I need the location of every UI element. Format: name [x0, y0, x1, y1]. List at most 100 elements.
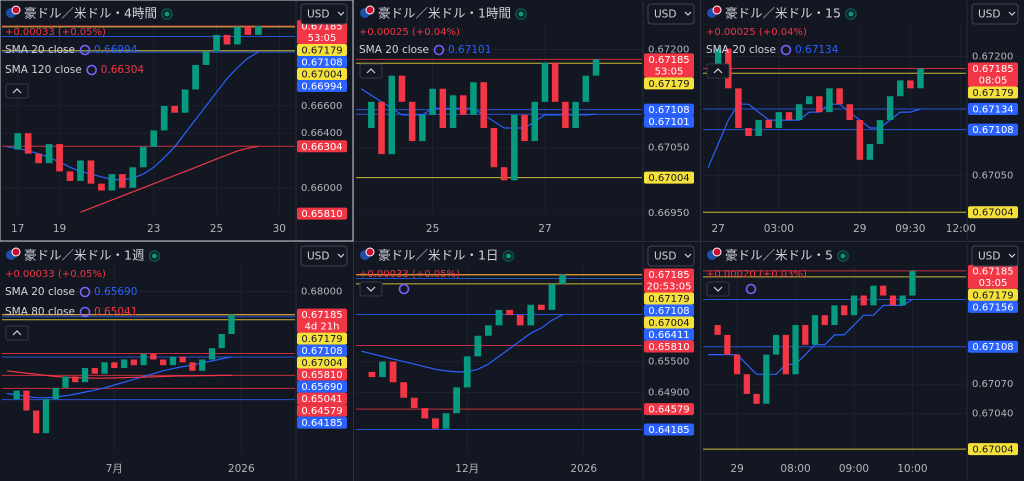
candle	[841, 305, 848, 316]
indicator-icon	[86, 64, 97, 76]
price-change: +0.00025 (+0.04%)	[706, 27, 807, 38]
legend-toggle[interactable]	[5, 325, 29, 341]
candle	[150, 353, 157, 360]
x-tick-label: 08:00	[780, 463, 810, 475]
candle	[368, 371, 376, 378]
candle	[189, 362, 196, 371]
price-label: 0.67179	[648, 79, 689, 90]
price-label-box	[297, 416, 347, 429]
x-tick-label: 7月	[106, 463, 123, 475]
price-label: 0.64185	[648, 425, 689, 436]
currency-label: USD	[654, 251, 676, 263]
price-label-box	[297, 404, 347, 417]
candle	[463, 356, 471, 388]
currency-select[interactable]	[971, 245, 1019, 267]
countdown-label: 53:05	[655, 66, 684, 77]
y-tick-label: 0.66950	[648, 208, 689, 219]
price-label: 0.67004	[648, 318, 689, 329]
candle	[917, 68, 924, 89]
currency-select[interactable]	[647, 245, 695, 267]
legend-toggle[interactable]	[706, 63, 730, 79]
candle	[470, 82, 477, 115]
price-label-box	[297, 80, 347, 93]
candle	[202, 51, 210, 65]
candle	[785, 112, 793, 121]
candle	[33, 410, 40, 434]
indicator-name: SMA 120 close	[5, 64, 82, 76]
indicator-name: SMA 20 close	[5, 286, 75, 298]
candle	[140, 353, 147, 366]
candle	[889, 295, 897, 306]
flag-icon	[712, 5, 722, 15]
price-label: 0.65810	[301, 370, 342, 381]
candle	[111, 362, 118, 368]
plot-area	[2, 24, 295, 213]
sma-line	[707, 103, 921, 168]
candle	[753, 393, 760, 404]
legend-toggle[interactable]	[706, 281, 730, 297]
price-label: 0.67185	[301, 310, 342, 321]
candle	[907, 80, 914, 89]
sma-line	[360, 88, 597, 129]
candle	[795, 104, 803, 121]
price-label-box	[644, 316, 694, 329]
candle	[14, 133, 22, 150]
candle	[745, 128, 752, 136]
indicator-icon	[79, 44, 91, 56]
legend-toggle-icon	[366, 286, 376, 292]
candle	[218, 334, 225, 349]
price-label-box	[644, 53, 694, 78]
candle	[772, 334, 780, 355]
currency-select[interactable]	[971, 3, 1019, 25]
flag-icon	[712, 247, 722, 257]
price-label-box	[968, 102, 1018, 115]
candle	[408, 101, 416, 142]
price-label-box	[297, 68, 347, 81]
candle	[792, 325, 799, 375]
currency-select[interactable]	[647, 3, 695, 25]
price-label-box	[968, 288, 1018, 301]
y-tick-label: 0.67040	[972, 409, 1013, 420]
x-tick-label: 23	[147, 223, 160, 235]
currency-label: USD	[978, 251, 1000, 263]
currency-label: USD	[307, 251, 329, 263]
x-tick-label: 12月	[455, 463, 479, 475]
price-label-box	[297, 392, 347, 405]
legend-toggle[interactable]	[359, 281, 383, 297]
candle	[495, 309, 503, 326]
price-label: 0.67004	[301, 70, 342, 81]
candle	[13, 390, 20, 400]
price-label: 0.67179	[301, 46, 342, 57]
candle	[485, 325, 492, 336]
candle	[208, 348, 216, 360]
legend-toggle[interactable]	[5, 83, 29, 99]
candle	[562, 101, 569, 128]
candle	[439, 88, 447, 128]
indicator-icon	[433, 44, 445, 56]
candle	[860, 295, 867, 306]
candle	[52, 387, 59, 400]
candle	[527, 304, 535, 326]
candle	[410, 397, 418, 409]
candle	[108, 174, 116, 191]
candle	[139, 146, 147, 168]
currency-select[interactable]	[300, 245, 348, 267]
price-label-box	[644, 304, 694, 317]
currency-select[interactable]	[300, 3, 348, 25]
indicator-icon	[780, 44, 792, 56]
legend-toggle[interactable]	[359, 63, 383, 79]
candle	[81, 368, 89, 383]
candle	[160, 359, 167, 366]
candle	[368, 101, 375, 128]
candle	[24, 133, 32, 154]
price-change: +0.00020 (+0.03%)	[706, 269, 807, 280]
chart-title: 豪ドル／米ドル・4時間	[24, 6, 157, 21]
candle	[582, 75, 590, 102]
y-tick-label: 0.66600	[301, 101, 342, 112]
price-label-box	[297, 308, 347, 333]
chart-panel: 29 08:00 09:00 10:00 0.67070 0.67040 0.6718503…	[701, 242, 1024, 481]
x-tick-label: 29	[730, 463, 743, 475]
price-label: 0.67004	[648, 173, 689, 184]
